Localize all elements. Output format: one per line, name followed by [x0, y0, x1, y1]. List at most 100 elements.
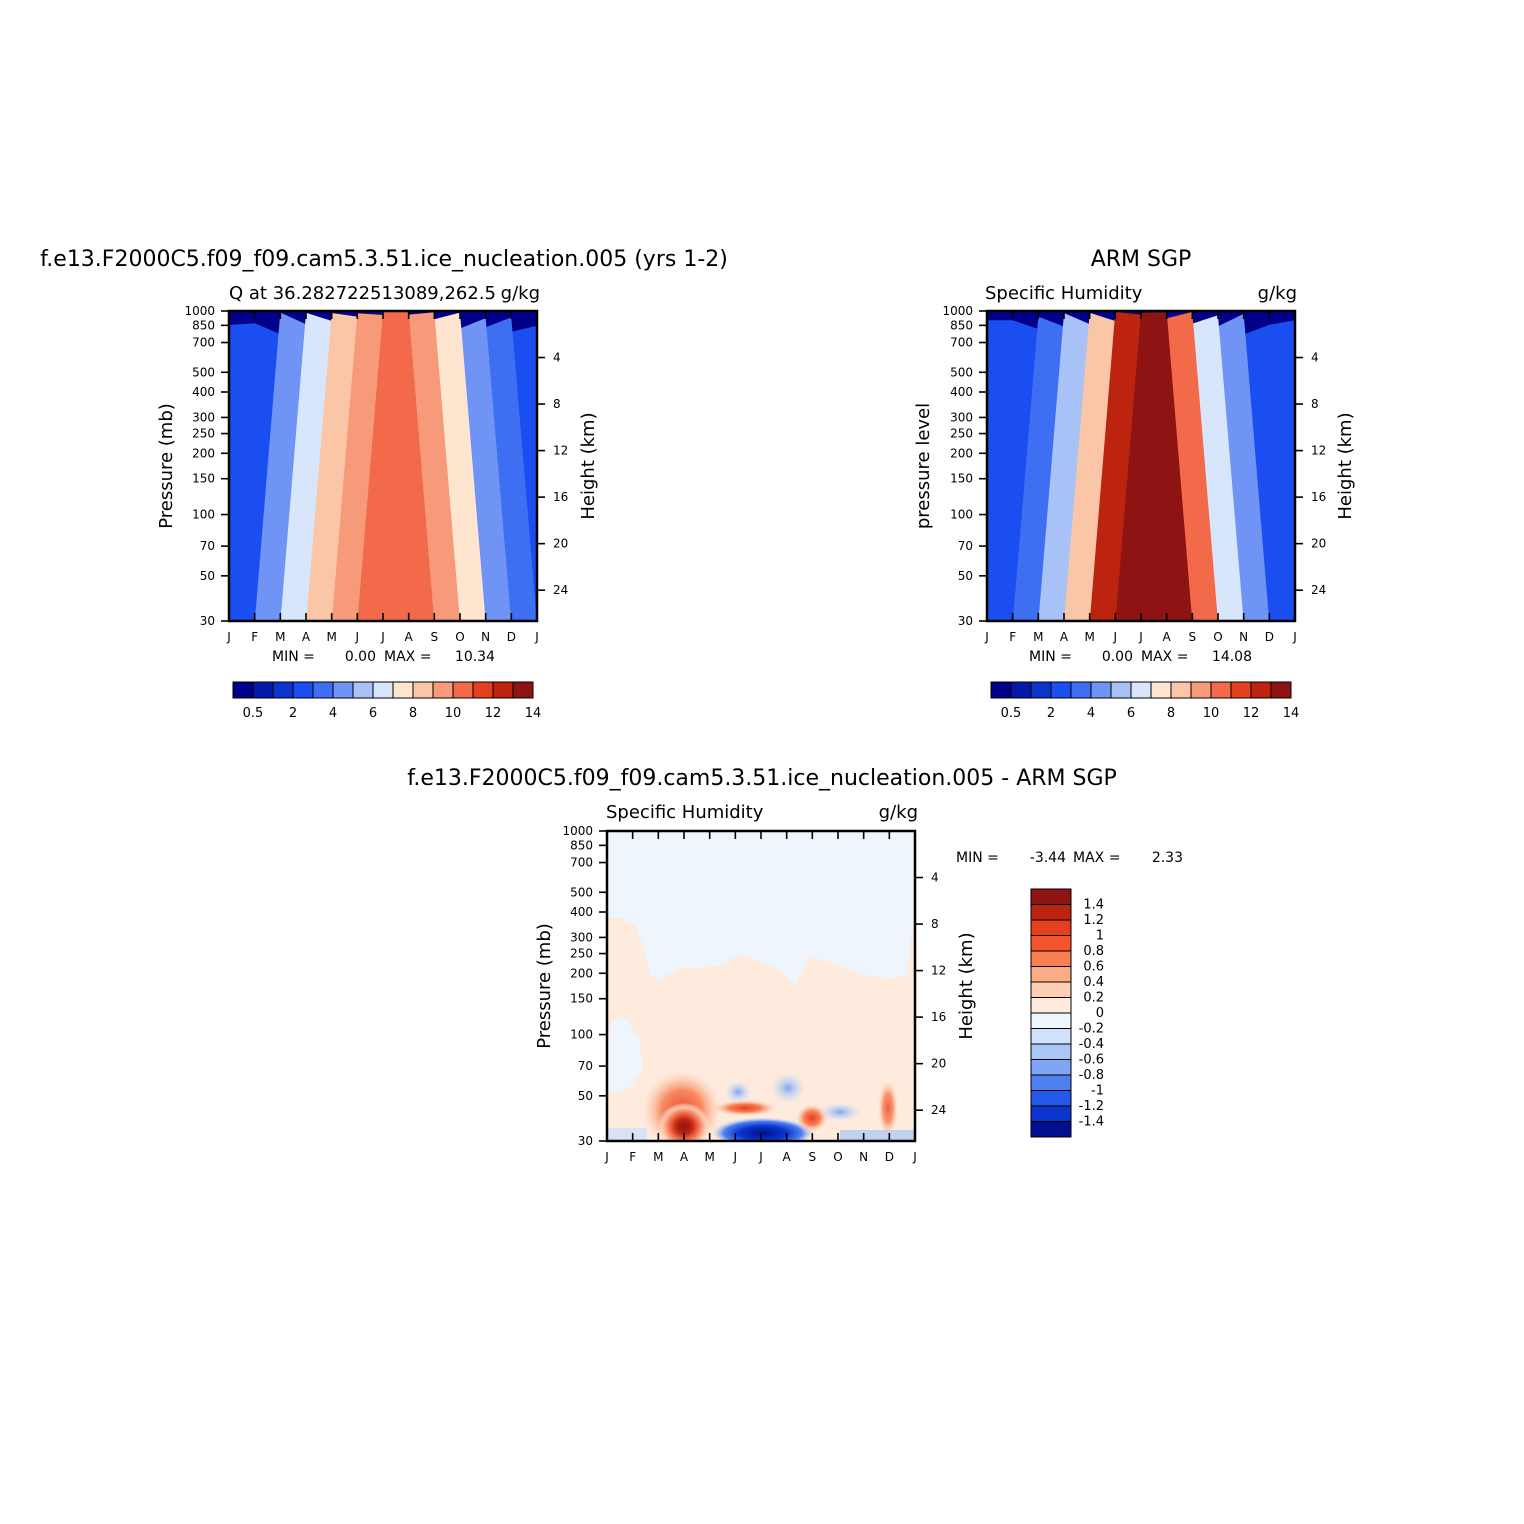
colorbar-tick-label: 8 — [409, 706, 417, 721]
y-tick-label: 300 — [950, 410, 973, 424]
y-right-tick-label: 20 — [1311, 537, 1326, 551]
y-tick-label: 250 — [192, 427, 215, 441]
x-tick-label: J — [733, 1150, 738, 1164]
y-tick-label: 250 — [950, 427, 973, 441]
colorbar-tick-label: 1.2 — [1083, 913, 1104, 928]
obs-contour-band — [1115, 312, 1193, 621]
x-tick-label: J — [758, 1150, 763, 1164]
y-right-tick-label: 4 — [1311, 351, 1319, 365]
x-tick-label: J — [1138, 630, 1143, 644]
colorbar-swatch — [372, 681, 394, 699]
diff-region-october-negative — [818, 1102, 862, 1122]
colorbar-tick-label: -0.8 — [1079, 1068, 1104, 1083]
x-tick-label: N — [859, 1150, 868, 1164]
colorbar-swatch — [292, 681, 314, 699]
colorbar-tick-label: -0.2 — [1079, 1022, 1104, 1037]
y-tick-label: 30 — [200, 614, 215, 628]
diff-region-autumn-surface — [840, 1130, 915, 1141]
x-tick-label: D — [507, 630, 516, 644]
colorbar-tick-label: 0.6 — [1083, 960, 1104, 975]
panel-obs-title: ARM SGP — [1091, 247, 1192, 272]
panel-diff-contour-field — [607, 831, 915, 1141]
colorbar-swatch — [990, 681, 1012, 699]
y-tick-label: 300 — [570, 930, 593, 944]
panel-obs-subtitle-left: Specific Humidity — [985, 283, 1143, 304]
panel-diff-subtitle-right: g/kg — [879, 802, 918, 823]
y-tick-label: 400 — [570, 905, 593, 919]
diff-region-may-negative — [724, 1080, 752, 1104]
x-tick-label: J — [984, 630, 989, 644]
colorbar-swatch — [1030, 919, 1072, 936]
colorbar-swatch — [1030, 966, 1072, 983]
y-tick-label: 70 — [200, 539, 215, 553]
colorbar-tick-label: 12 — [1243, 706, 1260, 721]
colorbar-tick-label: 6 — [1127, 706, 1135, 721]
y-tick-label: 1000 — [562, 824, 593, 838]
colorbar-swatch — [1030, 997, 1072, 1014]
colorbar-tick-label: 12 — [485, 706, 502, 721]
x-tick-label: J — [604, 1150, 609, 1164]
panel-obs: ARM SGP Specific Humidity g/kg J F M A M J J A S… — [913, 247, 1356, 721]
x-tick-label: J — [355, 630, 360, 644]
panel-model-max-value: 10.34 — [455, 649, 495, 665]
x-tick-label: A — [1060, 630, 1069, 644]
y-tick-label: 1000 — [942, 304, 973, 318]
y-tick-label: 100 — [570, 1028, 593, 1042]
y-tick-label: 70 — [578, 1059, 593, 1073]
colorbar-swatch — [1030, 904, 1072, 921]
y-tick-label: 500 — [570, 885, 593, 899]
colorbar-tick-label: 4 — [1087, 706, 1095, 721]
y-tick-label: 700 — [570, 856, 593, 870]
panel-model-min-value: 0.00 — [345, 649, 376, 665]
x-tick-label: F — [1009, 630, 1016, 644]
panel-obs-ylabel-right: Height (km) — [1335, 412, 1356, 519]
colorbar-swatch — [1030, 1028, 1072, 1045]
colorbar-swatch — [1030, 1090, 1072, 1107]
y-tick-label: 150 — [570, 992, 593, 1006]
colorbar-tick-label: 1.4 — [1083, 898, 1104, 913]
y-tick-label: 150 — [192, 472, 215, 486]
y-right-tick-label: 4 — [553, 351, 561, 365]
x-tick-label: F — [251, 630, 258, 644]
colorbar-swatch — [1090, 681, 1112, 699]
y-right-tick-label: 16 — [1311, 490, 1326, 504]
colorbar-swatch — [472, 681, 494, 699]
x-tick-label: A — [302, 630, 311, 644]
diff-region-summer-minimum — [711, 1114, 815, 1141]
colorbar-swatch — [1030, 935, 1072, 952]
y-tick-label: 250 — [570, 947, 593, 961]
x-tick-label: O — [833, 1150, 842, 1164]
colorbar-swatch — [232, 681, 254, 699]
y-tick-label: 400 — [950, 385, 973, 399]
colorbar-swatch — [252, 681, 274, 699]
colorbar-swatch — [1030, 981, 1072, 998]
x-tick-label: M — [653, 1150, 663, 1164]
y-right-tick-label: 8 — [1311, 397, 1319, 411]
x-tick-label: M — [1033, 630, 1043, 644]
diff-region-upper-negative — [607, 831, 915, 985]
panel-diff-y-axis-right: 24 20 16 12 8 4 — [915, 871, 946, 1117]
x-tick-label: A — [783, 1150, 792, 1164]
panel-obs-contour-field — [987, 311, 1295, 621]
diff-region-january-surface — [607, 1128, 647, 1141]
colorbar-swatch — [432, 681, 454, 699]
x-tick-label: A — [1163, 630, 1172, 644]
x-tick-label: O — [455, 630, 464, 644]
colorbar-swatch — [272, 681, 294, 699]
y-tick-label: 850 — [192, 318, 215, 332]
colorbar-swatch — [1130, 681, 1152, 699]
y-tick-label: 850 — [950, 318, 973, 332]
x-tick-label: J — [1292, 630, 1297, 644]
x-tick-label: M — [704, 1150, 714, 1164]
colorbar-swatch — [1170, 681, 1192, 699]
x-tick-label: M — [1084, 630, 1094, 644]
colorbar-tick-label: -1 — [1091, 1084, 1104, 1099]
colorbar-tick-label: -1.2 — [1079, 1099, 1104, 1114]
x-tick-label: S — [431, 630, 439, 644]
panel-diff-title: f.e13.F2000C5.f09_f09.cam5.3.51.ice_nucl… — [407, 766, 1117, 791]
panel-diff: f.e13.F2000C5.f09_f09.cam5.3.51.ice_nucl… — [407, 766, 1183, 1164]
colorbar-swatch — [1030, 681, 1052, 699]
